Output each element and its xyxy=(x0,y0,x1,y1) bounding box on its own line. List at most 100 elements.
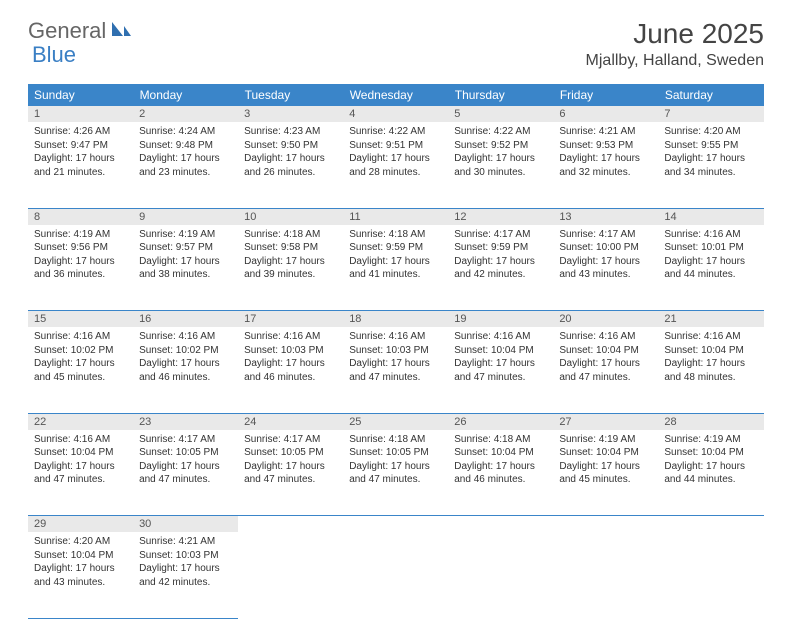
day-number-cell: 26 xyxy=(448,413,553,430)
day-number: 20 xyxy=(553,311,658,327)
day-number-cell: 22 xyxy=(28,413,133,430)
day-number: 16 xyxy=(133,311,238,327)
day-number: 25 xyxy=(343,414,448,430)
day-details: Sunrise: 4:19 AMSunset: 10:04 PMDaylight… xyxy=(658,430,763,493)
day-number: 15 xyxy=(28,311,133,327)
day-details: Sunrise: 4:19 AMSunset: 9:57 PMDaylight:… xyxy=(133,225,238,288)
day-body-cell: Sunrise: 4:21 AMSunset: 10:03 PMDaylight… xyxy=(133,532,238,618)
day-number: 6 xyxy=(553,106,658,122)
day-details: Sunrise: 4:21 AMSunset: 10:03 PMDaylight… xyxy=(133,532,238,595)
day-number: 8 xyxy=(28,209,133,225)
day-body-cell: Sunrise: 4:17 AMSunset: 10:00 PMDaylight… xyxy=(553,225,658,311)
day-number: 13 xyxy=(553,209,658,225)
day-details: Sunrise: 4:22 AMSunset: 9:52 PMDaylight:… xyxy=(448,122,553,185)
day-number-cell xyxy=(658,516,763,533)
day-number-cell xyxy=(448,516,553,533)
location-text: Mjallby, Halland, Sweden xyxy=(586,52,764,70)
day-number-cell: 20 xyxy=(553,311,658,328)
day-number: 21 xyxy=(658,311,763,327)
weekday-header: Wednesday xyxy=(343,84,448,106)
day-body-cell: Sunrise: 4:16 AMSunset: 10:01 PMDaylight… xyxy=(658,225,763,311)
day-number-cell: 25 xyxy=(343,413,448,430)
day-number: 10 xyxy=(238,209,343,225)
day-number-cell: 18 xyxy=(343,311,448,328)
day-body-cell: Sunrise: 4:18 AMSunset: 10:04 PMDaylight… xyxy=(448,430,553,516)
day-number: 28 xyxy=(658,414,763,430)
day-body-cell xyxy=(448,532,553,618)
day-details: Sunrise: 4:21 AMSunset: 9:53 PMDaylight:… xyxy=(553,122,658,185)
daynum-row: 1234567 xyxy=(28,106,764,122)
month-title: June 2025 xyxy=(586,18,764,50)
day-number-cell: 6 xyxy=(553,106,658,122)
day-details: Sunrise: 4:19 AMSunset: 10:04 PMDaylight… xyxy=(553,430,658,493)
day-details: Sunrise: 4:16 AMSunset: 10:04 PMDaylight… xyxy=(553,327,658,390)
day-number-cell xyxy=(238,516,343,533)
day-number: 29 xyxy=(28,516,133,532)
day-number: 18 xyxy=(343,311,448,327)
day-body-cell: Sunrise: 4:22 AMSunset: 9:51 PMDaylight:… xyxy=(343,122,448,208)
day-number-cell: 3 xyxy=(238,106,343,122)
day-details: Sunrise: 4:16 AMSunset: 10:03 PMDaylight… xyxy=(343,327,448,390)
daynum-row: 2930 xyxy=(28,516,764,533)
day-body-cell: Sunrise: 4:16 AMSunset: 10:04 PMDaylight… xyxy=(448,327,553,413)
day-number: 27 xyxy=(553,414,658,430)
daybody-row: Sunrise: 4:20 AMSunset: 10:04 PMDaylight… xyxy=(28,532,764,618)
logo-text-blue: Blue xyxy=(32,42,76,68)
day-number: 23 xyxy=(133,414,238,430)
daybody-row: Sunrise: 4:16 AMSunset: 10:04 PMDaylight… xyxy=(28,430,764,516)
weekday-header: Sunday xyxy=(28,84,133,106)
day-number-cell: 14 xyxy=(658,208,763,225)
day-number-cell: 8 xyxy=(28,208,133,225)
daybody-row: Sunrise: 4:26 AMSunset: 9:47 PMDaylight:… xyxy=(28,122,764,208)
day-body-cell: Sunrise: 4:19 AMSunset: 9:56 PMDaylight:… xyxy=(28,225,133,311)
day-number-cell: 23 xyxy=(133,413,238,430)
weekday-header-row: SundayMondayTuesdayWednesdayThursdayFrid… xyxy=(28,84,764,106)
day-number-cell xyxy=(343,516,448,533)
day-number-cell: 19 xyxy=(448,311,553,328)
day-body-cell: Sunrise: 4:16 AMSunset: 10:02 PMDaylight… xyxy=(28,327,133,413)
day-details: Sunrise: 4:17 AMSunset: 10:05 PMDaylight… xyxy=(238,430,343,493)
day-number: 1 xyxy=(28,106,133,122)
day-body-cell: Sunrise: 4:16 AMSunset: 10:03 PMDaylight… xyxy=(343,327,448,413)
day-number: 30 xyxy=(133,516,238,532)
day-number: 9 xyxy=(133,209,238,225)
day-number: 4 xyxy=(343,106,448,122)
day-body-cell: Sunrise: 4:21 AMSunset: 9:53 PMDaylight:… xyxy=(553,122,658,208)
day-number-cell: 27 xyxy=(553,413,658,430)
daybody-row: Sunrise: 4:16 AMSunset: 10:02 PMDaylight… xyxy=(28,327,764,413)
day-number-cell xyxy=(553,516,658,533)
day-number: 11 xyxy=(343,209,448,225)
day-number: 2 xyxy=(133,106,238,122)
weekday-header: Saturday xyxy=(658,84,763,106)
day-details: Sunrise: 4:22 AMSunset: 9:51 PMDaylight:… xyxy=(343,122,448,185)
day-number-cell: 11 xyxy=(343,208,448,225)
day-body-cell: Sunrise: 4:17 AMSunset: 10:05 PMDaylight… xyxy=(238,430,343,516)
daynum-row: 15161718192021 xyxy=(28,311,764,328)
day-number-cell: 15 xyxy=(28,311,133,328)
weekday-header: Friday xyxy=(553,84,658,106)
day-number-cell: 4 xyxy=(343,106,448,122)
day-details: Sunrise: 4:16 AMSunset: 10:01 PMDaylight… xyxy=(658,225,763,288)
day-number-cell: 28 xyxy=(658,413,763,430)
title-block: June 2025 Mjallby, Halland, Sweden xyxy=(586,18,764,70)
day-body-cell: Sunrise: 4:19 AMSunset: 10:04 PMDaylight… xyxy=(553,430,658,516)
day-body-cell xyxy=(343,532,448,618)
day-details: Sunrise: 4:24 AMSunset: 9:48 PMDaylight:… xyxy=(133,122,238,185)
weekday-header: Monday xyxy=(133,84,238,106)
day-details: Sunrise: 4:17 AMSunset: 10:00 PMDaylight… xyxy=(553,225,658,288)
day-number-cell: 9 xyxy=(133,208,238,225)
day-details: Sunrise: 4:18 AMSunset: 9:58 PMDaylight:… xyxy=(238,225,343,288)
day-body-cell: Sunrise: 4:19 AMSunset: 9:57 PMDaylight:… xyxy=(133,225,238,311)
day-body-cell: Sunrise: 4:20 AMSunset: 10:04 PMDaylight… xyxy=(28,532,133,618)
day-number: 14 xyxy=(658,209,763,225)
day-body-cell: Sunrise: 4:24 AMSunset: 9:48 PMDaylight:… xyxy=(133,122,238,208)
day-details: Sunrise: 4:20 AMSunset: 9:55 PMDaylight:… xyxy=(658,122,763,185)
day-details: Sunrise: 4:18 AMSunset: 9:59 PMDaylight:… xyxy=(343,225,448,288)
day-number-cell: 30 xyxy=(133,516,238,533)
day-number-cell: 12 xyxy=(448,208,553,225)
day-body-cell: Sunrise: 4:19 AMSunset: 10:04 PMDaylight… xyxy=(658,430,763,516)
calendar-table: SundayMondayTuesdayWednesdayThursdayFrid… xyxy=(28,84,764,619)
day-details: Sunrise: 4:19 AMSunset: 9:56 PMDaylight:… xyxy=(28,225,133,288)
logo: General xyxy=(28,18,134,44)
day-number: 19 xyxy=(448,311,553,327)
